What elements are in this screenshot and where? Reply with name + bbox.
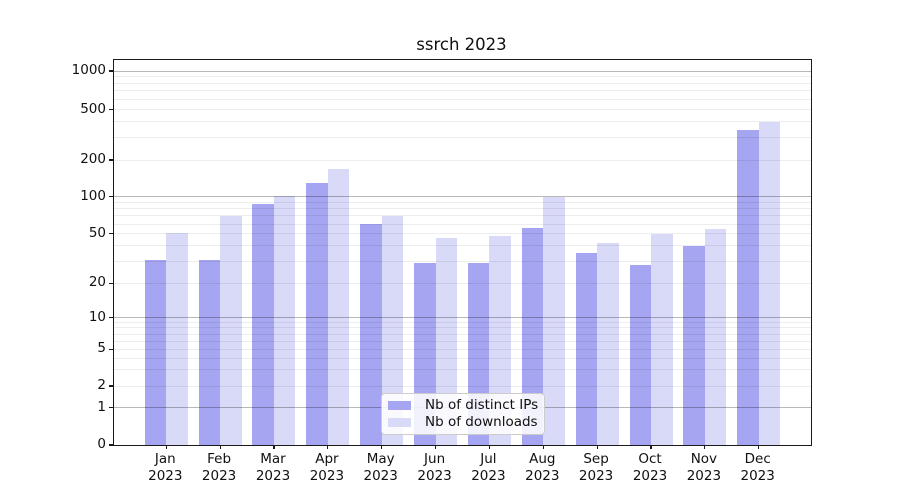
x-tickmark-may	[381, 445, 383, 449]
y-tickmark-10	[109, 317, 113, 319]
y-tickmark-100	[109, 196, 113, 198]
bar-downloads-dec	[758, 121, 781, 445]
x-tickmark-jan	[165, 445, 167, 449]
bar-downloads-jan	[166, 232, 188, 445]
x-tick-label-jun: Jun 2023	[417, 451, 452, 484]
bar-distinct-ips-mar	[252, 203, 274, 445]
bar-distinct-ips-feb	[198, 259, 221, 445]
x-tickmark-oct	[650, 445, 652, 449]
bar-distinct-ips-sep	[575, 253, 598, 445]
bar-distinct-ips-oct	[629, 265, 651, 445]
x-tickmark-jul	[488, 445, 490, 449]
y-tickmark-2	[109, 385, 113, 387]
legend-swatch-downloads	[388, 418, 411, 427]
bar-downloads-sep	[597, 243, 619, 445]
bar-downloads-feb	[220, 215, 242, 445]
x-tick-label-jul: Jul 2023	[471, 451, 506, 484]
y-tick-label-5: 5	[97, 340, 106, 357]
tickmarks-layer	[109, 60, 811, 449]
x-tick-label-apr: Apr 2023	[309, 451, 345, 484]
y-tick-label-2: 2	[97, 377, 106, 393]
x-tick-label-sep: Sep 2023	[578, 451, 614, 484]
y-tick-label-50: 50	[88, 224, 106, 241]
x-tick-label-aug: Aug 2023	[525, 451, 560, 484]
legend-item-distinct-ips: Nb of distinct IPs	[388, 397, 544, 414]
x-tick-label-mar: Mar 2023	[255, 451, 291, 484]
bar-downloads-may	[381, 215, 404, 445]
y-tickmark-5	[109, 348, 113, 350]
y-tick-label-10: 10	[88, 308, 106, 325]
y-tickmark-0	[109, 444, 113, 446]
legend-label: Nb of downloads	[425, 414, 538, 430]
y-tick-label-0: 0	[97, 436, 106, 452]
y-tick-label-1000: 1000	[71, 62, 106, 78]
bar-downloads-mar	[273, 196, 296, 445]
y-tickmark-50	[109, 233, 113, 235]
bar-distinct-ips-nov	[683, 245, 705, 445]
bar-distinct-ips-may	[360, 224, 382, 445]
bars-layer	[114, 60, 811, 445]
y-tick-label-100: 100	[80, 187, 106, 204]
x-tick-label-dec: Dec 2023	[740, 451, 775, 484]
bar-downloads-oct	[651, 233, 673, 445]
x-tickmark-dec	[758, 445, 760, 449]
x-tick-label-oct: Oct 2023	[632, 451, 668, 484]
x-tick-label-feb: Feb 2023	[201, 451, 237, 484]
y-tick-label-500: 500	[80, 100, 106, 117]
x-tick-label-may: May 2023	[363, 451, 398, 484]
bar-downloads-aug	[543, 196, 565, 445]
y-tickmark-1000	[109, 70, 113, 72]
bar-distinct-ips-apr	[306, 182, 328, 445]
x-tickmark-nov	[704, 445, 706, 449]
x-tickmark-feb	[219, 445, 221, 449]
x-tickmark-sep	[596, 445, 598, 449]
bar-distinct-ips-aug	[521, 227, 544, 445]
y-tickmark-500	[109, 108, 113, 111]
x-tickmark-aug	[542, 445, 544, 449]
plot-area: Nb of distinct IPs Nb of downloads	[109, 59, 812, 449]
x-tickmark-apr	[327, 445, 329, 449]
y-tick-label-200: 200	[80, 151, 106, 167]
bar-downloads-apr	[327, 168, 350, 445]
legend-swatch-distinct-ips	[388, 401, 411, 410]
x-tickmark-jun	[435, 445, 437, 449]
legend-label: Nb of distinct IPs	[425, 397, 539, 413]
y-tick-label-20: 20	[88, 274, 106, 291]
bar-downloads-jul	[489, 235, 511, 445]
chart-title: ssrch 2023	[416, 35, 507, 54]
legend-item-downloads: Nb of downloads	[388, 414, 544, 431]
bar-distinct-ips-jan	[144, 259, 167, 445]
legend: Nb of distinct IPs Nb of downloads	[381, 393, 545, 435]
x-tick-label-jan: Jan 2023	[148, 451, 183, 484]
x-tickmark-mar	[273, 445, 275, 449]
y-tick-label-1: 1	[97, 398, 106, 415]
y-tickmark-200	[109, 159, 113, 161]
y-tickmark-1	[109, 407, 113, 409]
bar-downloads-nov	[704, 228, 727, 445]
bar-distinct-ips-dec	[737, 130, 759, 445]
x-tick-label-nov: Nov 2023	[686, 451, 722, 484]
y-tickmark-20	[109, 282, 113, 284]
